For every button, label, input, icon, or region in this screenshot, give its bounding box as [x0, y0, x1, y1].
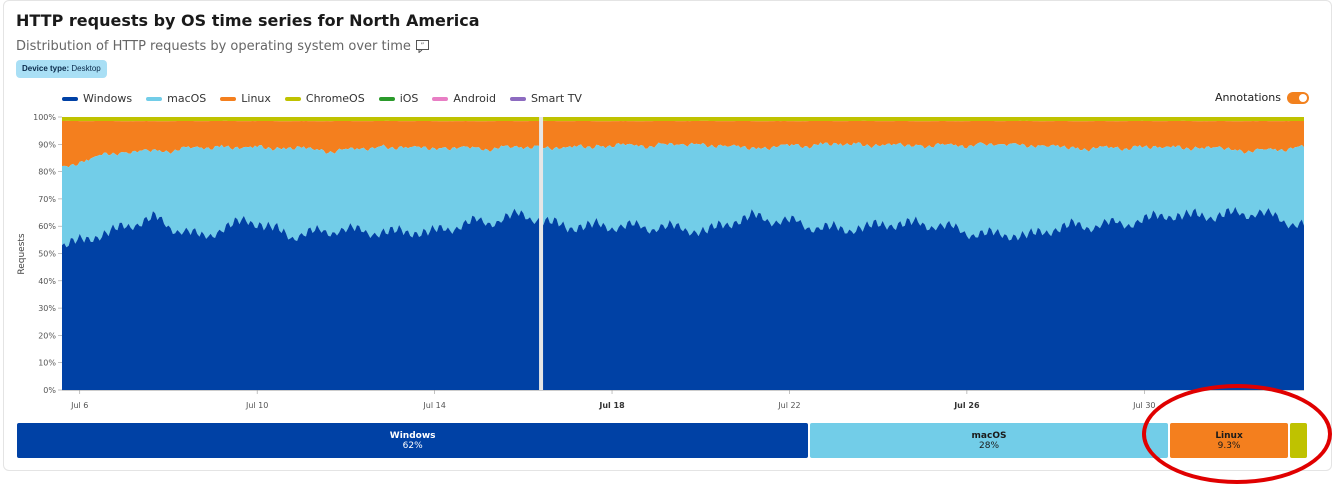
y-tick-label: 30%	[38, 304, 56, 313]
annotations-toggle[interactable]	[1287, 91, 1309, 104]
annotation-gap-marker	[539, 117, 544, 390]
quote-icon[interactable]: ”	[415, 40, 429, 53]
highlight-circle-annotation	[1142, 384, 1332, 484]
chart-card	[3, 0, 1332, 471]
legend-swatch	[62, 96, 78, 101]
area-series-chromeos	[62, 117, 1304, 122]
share-segment-windows[interactable]: Windows 62%	[17, 423, 809, 458]
subtitle-text: Distribution of HTTP requests by operati…	[16, 39, 411, 54]
annotations-label: Annotations	[1214, 91, 1281, 104]
legend-label: macOS	[167, 92, 207, 105]
x-tick-label: Jul 30	[1132, 401, 1155, 410]
y-tick-label: 100%	[33, 113, 56, 122]
annotations-toggle-group[interactable]: Annotations	[1215, 91, 1309, 104]
y-tick-label: 50%	[38, 250, 56, 259]
y-tick-label: 60%	[38, 222, 56, 231]
legend-item-windows[interactable]: Windows	[62, 92, 132, 105]
legend-item-smart-tv[interactable]: Smart TV	[509, 92, 582, 105]
chart-title: HTTP requests by OS time series for Nort…	[16, 11, 480, 30]
y-tick-label: 10%	[38, 359, 56, 368]
legend-swatch	[509, 96, 526, 101]
share-segment-percent: 62%	[402, 440, 423, 451]
share-segment-percent: 28%	[979, 440, 1000, 451]
device-type-filter-badge[interactable]: Device type: Desktop	[16, 60, 107, 78]
x-tick-label: Jul 26	[953, 401, 980, 410]
y-tick-label: 20%	[38, 331, 56, 340]
share-segment-name: macOS	[971, 430, 1007, 441]
y-axis-label: Requests	[17, 233, 27, 275]
legend-label: Smart TV	[530, 92, 582, 105]
svg-text:”: ”	[421, 42, 425, 50]
legend-swatch	[378, 96, 395, 101]
area-series-windows	[62, 206, 1304, 390]
legend-item-linux[interactable]: Linux	[220, 92, 271, 105]
y-tick-label: 40%	[38, 277, 56, 286]
y-tick-label: 0%	[43, 386, 56, 395]
x-tick-label: Jul 6	[70, 401, 88, 410]
area-series-linux	[62, 120, 1304, 168]
y-tick-label: 80%	[38, 168, 56, 177]
legend-label: Android	[453, 92, 496, 105]
legend-label: Windows	[83, 92, 133, 105]
legend-item-android[interactable]: Android	[432, 92, 496, 105]
legend-swatch	[284, 96, 301, 101]
legend-label: Linux	[241, 92, 271, 105]
chart-subtitle: Distribution of HTTP requests by operati…	[16, 39, 429, 54]
legend-swatch	[220, 96, 237, 101]
legend-label: ChromeOS	[305, 92, 365, 105]
x-tick-label: Jul 10	[245, 401, 268, 410]
y-tick-label: 70%	[38, 195, 56, 204]
area-series-macos	[62, 142, 1304, 248]
x-tick-label: Jul 14	[422, 401, 445, 410]
badge-key: Device type:	[22, 64, 70, 73]
share-segment-name: Windows	[389, 430, 436, 441]
legend-item-ios[interactable]: iOS	[378, 92, 419, 105]
share-segment-macos[interactable]: macOS 28%	[810, 423, 1168, 458]
legend-swatch	[432, 96, 449, 101]
y-tick-label: 90%	[38, 140, 56, 149]
legend-label: iOS	[399, 92, 419, 105]
x-tick-label: Jul 22	[777, 401, 800, 410]
legend-swatch	[146, 96, 163, 101]
x-tick-label: Jul 18	[598, 401, 625, 410]
badge-value: Desktop	[71, 64, 101, 73]
chart-legend: Windows macOS Linux ChromeOS iOS Android Smart…	[62, 92, 596, 105]
legend-item-macos[interactable]: macOS	[146, 92, 206, 105]
legend-item-chromeos[interactable]: ChromeOS	[284, 92, 365, 105]
